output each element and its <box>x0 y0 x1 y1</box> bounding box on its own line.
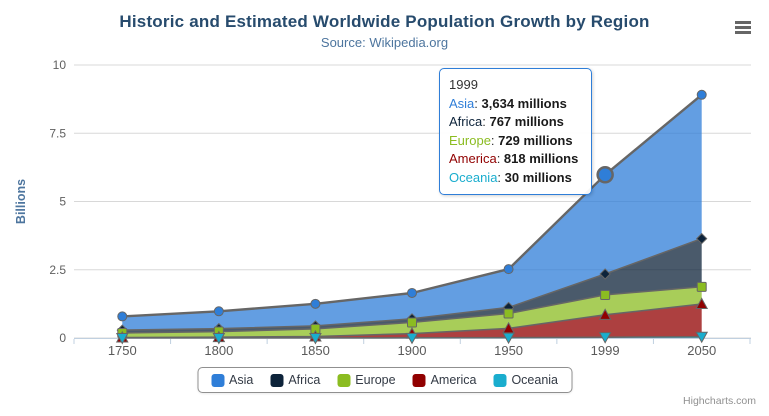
data-point-europe[interactable] <box>407 317 417 328</box>
legend-item-europe[interactable]: Europe <box>337 373 396 387</box>
hamburger-icon <box>735 26 751 29</box>
data-point-europe[interactable] <box>600 289 611 300</box>
data-point-oceania[interactable] <box>309 332 322 345</box>
tooltip-row-america: America: 818 millions <box>449 151 579 167</box>
tooltip: 1999 Asia: 3,634 millions Africa: 767 mil… <box>439 68 592 195</box>
x-axis-label: 1999 <box>591 343 620 358</box>
data-point-africa[interactable] <box>696 232 708 245</box>
data-point-asia[interactable] <box>117 311 128 322</box>
y-axis-label: 0 <box>59 331 66 345</box>
data-point-oceania[interactable] <box>405 332 419 345</box>
data-point-europe[interactable] <box>503 308 514 319</box>
legend-item-africa[interactable]: Africa <box>270 373 320 387</box>
data-point-asia[interactable] <box>696 89 707 100</box>
tooltip-series-name: Asia <box>449 95 475 111</box>
y-axis-label: 10 <box>53 58 67 72</box>
y-axis-title: Billions <box>14 179 28 224</box>
legend-item-america[interactable]: America <box>412 373 477 387</box>
tooltip-row-europe: Europe: 729 millions <box>449 132 573 148</box>
tooltip-row-oceania: Oceania: 30 millions <box>449 169 572 185</box>
export-menu-button[interactable] <box>731 16 755 38</box>
legend-label: Oceania <box>511 373 558 387</box>
tooltip-series-name: Europe <box>449 132 491 148</box>
legend-swatch-icon <box>270 373 284 387</box>
data-point-asia[interactable] <box>407 287 417 298</box>
data-point-asia[interactable] <box>503 264 514 275</box>
x-axis-label: 1800 <box>204 343 233 358</box>
data-point-oceania[interactable] <box>695 331 709 344</box>
legend-label: Europe <box>355 373 396 387</box>
y-axis-label: 2.5 <box>49 263 66 277</box>
tooltip-row-africa: Africa: 767 millions <box>449 114 564 130</box>
x-axis-label: 1950 <box>494 343 523 358</box>
tooltip-header: 1999 <box>449 77 478 92</box>
data-point-oceania[interactable] <box>115 332 129 345</box>
data-point-asia[interactable] <box>310 298 321 309</box>
legend-item-asia[interactable]: Asia <box>211 373 253 387</box>
data-point-america[interactable] <box>598 308 612 320</box>
x-axis-label: 1850 <box>301 343 330 358</box>
data-point-oceania[interactable] <box>502 332 515 345</box>
x-axis-label: 2050 <box>687 343 716 358</box>
legend-swatch-icon <box>412 373 426 387</box>
tooltip-row-asia: Asia: 3,634 millions <box>449 95 567 111</box>
data-point-europe[interactable] <box>696 281 707 292</box>
tooltip-series-value: 3,634 millions <box>481 95 567 111</box>
legend-swatch-icon <box>211 373 224 387</box>
y-axis-label: 7.5 <box>49 126 66 140</box>
tooltip-series-name: America <box>449 151 497 167</box>
legend-swatch-icon <box>337 373 351 387</box>
data-point-oceania[interactable] <box>598 332 612 344</box>
credits-link[interactable]: Highcharts.com <box>683 395 756 407</box>
chart-title: Historic and Estimated Worldwide Populat… <box>119 12 650 31</box>
tooltip-series-value: 818 millions <box>503 151 579 167</box>
chart-subtitle: Source: Wikipedia.org <box>320 35 449 50</box>
tooltip-series-name: Africa <box>449 114 483 130</box>
legend-label: Africa <box>288 373 321 387</box>
hamburger-icon <box>735 31 751 34</box>
tooltip-series-value: 767 millions <box>489 114 564 130</box>
data-point-asia[interactable] <box>213 306 224 317</box>
data-point-america[interactable] <box>695 297 709 309</box>
tooltip-series-value: 30 millions <box>504 169 572 185</box>
y-axis-label: 5 <box>59 195 66 209</box>
hamburger-icon <box>735 21 751 24</box>
legend-label: America <box>430 373 477 387</box>
series-area-america[interactable] <box>122 304 702 338</box>
legend-item-oceania[interactable]: Oceania <box>493 373 558 387</box>
series-area-africa[interactable] <box>122 238 702 333</box>
legend: Asia Africa Europe America Oceania <box>197 367 572 393</box>
data-point-oceania[interactable] <box>212 332 226 345</box>
x-axis-label: 1750 <box>108 343 137 358</box>
hovered-data-point-asia[interactable] <box>596 166 614 184</box>
legend-swatch-icon <box>493 373 507 387</box>
data-point-africa[interactable] <box>599 268 611 280</box>
series-area-asia[interactable] <box>122 94 702 331</box>
x-axis-label: 1900 <box>398 343 427 358</box>
legend-label: Asia <box>229 373 254 387</box>
tooltip-series-name: Oceania <box>449 169 498 185</box>
tooltip-series-value: 729 millions <box>498 132 573 148</box>
